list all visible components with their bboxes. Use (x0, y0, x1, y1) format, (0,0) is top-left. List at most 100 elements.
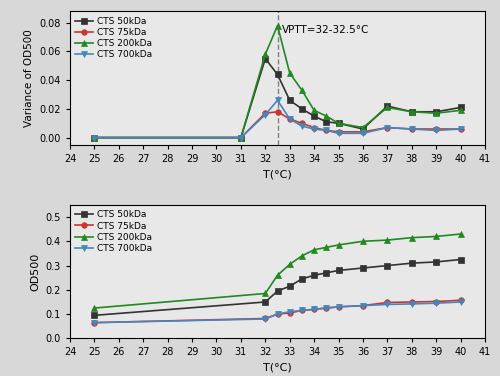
CTS 50kDa (324, 271, 330, 275)
CTS 200kDa (299, 253, 305, 258)
CTS 200kDa (433, 111, 439, 115)
CTS 75kDa (311, 307, 317, 312)
CTS 50kDa (458, 105, 464, 110)
CTS 700kDa (360, 131, 366, 136)
CTS 700kDa (409, 302, 415, 306)
CTS 200kDa (92, 135, 98, 140)
CTS 200kDa (409, 235, 415, 240)
CTS 75kDa (299, 121, 305, 126)
CTS 700kDa (238, 135, 244, 140)
CTS 700kDa (299, 308, 305, 313)
Line: CTS 700kDa: CTS 700kDa (92, 299, 464, 325)
CTS 75kDa (409, 300, 415, 304)
Y-axis label: OD500: OD500 (30, 253, 40, 291)
CTS 75kDa (274, 109, 280, 114)
CTS 700kDa (336, 305, 342, 309)
CTS 700kDa (92, 135, 98, 140)
CTS 50kDa (409, 109, 415, 114)
CTS 75kDa (286, 311, 292, 315)
CTS 75kDa (384, 125, 390, 130)
CTS 50kDa (384, 263, 390, 268)
CTS 200kDa (324, 245, 330, 250)
CTS 75kDa (324, 128, 330, 133)
CTS 700kDa (324, 306, 330, 310)
Line: CTS 200kDa: CTS 200kDa (92, 23, 464, 140)
Line: CTS 75kDa: CTS 75kDa (92, 297, 464, 325)
CTS 700kDa (458, 300, 464, 304)
CTS 200kDa (311, 108, 317, 112)
CTS 200kDa (286, 262, 292, 267)
Line: CTS 200kDa: CTS 200kDa (92, 231, 464, 311)
CTS 200kDa (299, 88, 305, 92)
CTS 700kDa (274, 98, 280, 103)
CTS 700kDa (311, 307, 317, 312)
CTS 200kDa (324, 114, 330, 118)
CTS 700kDa (324, 128, 330, 133)
CTS 75kDa (92, 320, 98, 325)
CTS 50kDa (324, 120, 330, 124)
CTS 75kDa (274, 312, 280, 316)
CTS 700kDa (286, 117, 292, 121)
CTS 50kDa (433, 109, 439, 114)
CTS 200kDa (360, 239, 366, 244)
CTS 200kDa (458, 108, 464, 112)
CTS 700kDa (274, 312, 280, 316)
CTS 50kDa (92, 135, 98, 140)
CTS 700kDa (458, 127, 464, 131)
CTS 700kDa (384, 125, 390, 130)
CTS 50kDa (360, 266, 366, 270)
CTS 50kDa (433, 260, 439, 264)
CTS 50kDa (262, 56, 268, 61)
CTS 75kDa (299, 308, 305, 313)
CTS 200kDa (311, 247, 317, 252)
CTS 50kDa (286, 98, 292, 103)
X-axis label: T(°C): T(°C) (263, 169, 292, 179)
CTS 700kDa (262, 317, 268, 321)
Line: CTS 50kDa: CTS 50kDa (92, 257, 464, 318)
CTS 50kDa (336, 268, 342, 273)
CTS 700kDa (409, 127, 415, 131)
CTS 75kDa (262, 111, 268, 115)
Line: CTS 75kDa: CTS 75kDa (92, 109, 464, 140)
CTS 75kDa (336, 305, 342, 309)
CTS 75kDa (458, 298, 464, 303)
CTS 700kDa (384, 302, 390, 307)
CTS 200kDa (336, 121, 342, 126)
CTS 75kDa (384, 300, 390, 305)
CTS 200kDa (458, 232, 464, 236)
CTS 75kDa (409, 127, 415, 131)
CTS 75kDa (458, 127, 464, 131)
CTS 200kDa (433, 234, 439, 239)
Line: CTS 700kDa: CTS 700kDa (92, 97, 464, 140)
CTS 50kDa (360, 127, 366, 131)
CTS 700kDa (262, 112, 268, 117)
CTS 75kDa (433, 299, 439, 304)
CTS 50kDa (299, 277, 305, 281)
CTS 700kDa (433, 128, 439, 133)
CTS 700kDa (311, 127, 317, 131)
CTS 200kDa (384, 238, 390, 243)
Legend: CTS 50kDa, CTS 75kDa, CTS 200kDa, CTS 700kDa: CTS 50kDa, CTS 75kDa, CTS 200kDa, CTS 70… (72, 14, 155, 62)
CTS 700kDa (92, 320, 98, 325)
CTS 75kDa (336, 130, 342, 134)
CTS 200kDa (238, 135, 244, 140)
Legend: CTS 50kDa, CTS 75kDa, CTS 200kDa, CTS 700kDa: CTS 50kDa, CTS 75kDa, CTS 200kDa, CTS 70… (72, 208, 155, 256)
CTS 700kDa (360, 303, 366, 308)
CTS 200kDa (384, 105, 390, 110)
CTS 700kDa (433, 301, 439, 305)
CTS 50kDa (336, 121, 342, 126)
CTS 75kDa (262, 316, 268, 321)
CTS 200kDa (360, 125, 366, 130)
CTS 50kDa (262, 300, 268, 304)
CTS 50kDa (299, 107, 305, 111)
Line: CTS 50kDa: CTS 50kDa (92, 56, 464, 140)
Text: VPTT=32-32.5°C: VPTT=32-32.5°C (282, 25, 370, 35)
CTS 50kDa (311, 273, 317, 277)
CTS 50kDa (274, 289, 280, 293)
CTS 700kDa (336, 131, 342, 136)
CTS 50kDa (409, 261, 415, 265)
CTS 75kDa (360, 130, 366, 134)
CTS 75kDa (433, 127, 439, 131)
X-axis label: T(°C): T(°C) (263, 363, 292, 373)
CTS 50kDa (286, 284, 292, 288)
